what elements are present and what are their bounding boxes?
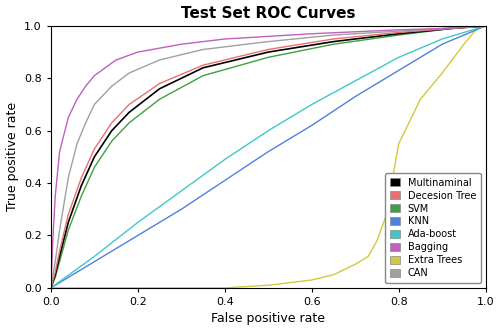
Y-axis label: True positive rate: True positive rate (6, 102, 18, 212)
Title: Test Set ROC Curves: Test Set ROC Curves (181, 6, 356, 21)
X-axis label: False positive rate: False positive rate (212, 312, 326, 325)
Legend: Multinaminal, Decesion Tree, SVM, KNN, Ada-boost, Bagging, Extra Trees, CAN: Multinaminal, Decesion Tree, SVM, KNN, A… (385, 173, 481, 283)
